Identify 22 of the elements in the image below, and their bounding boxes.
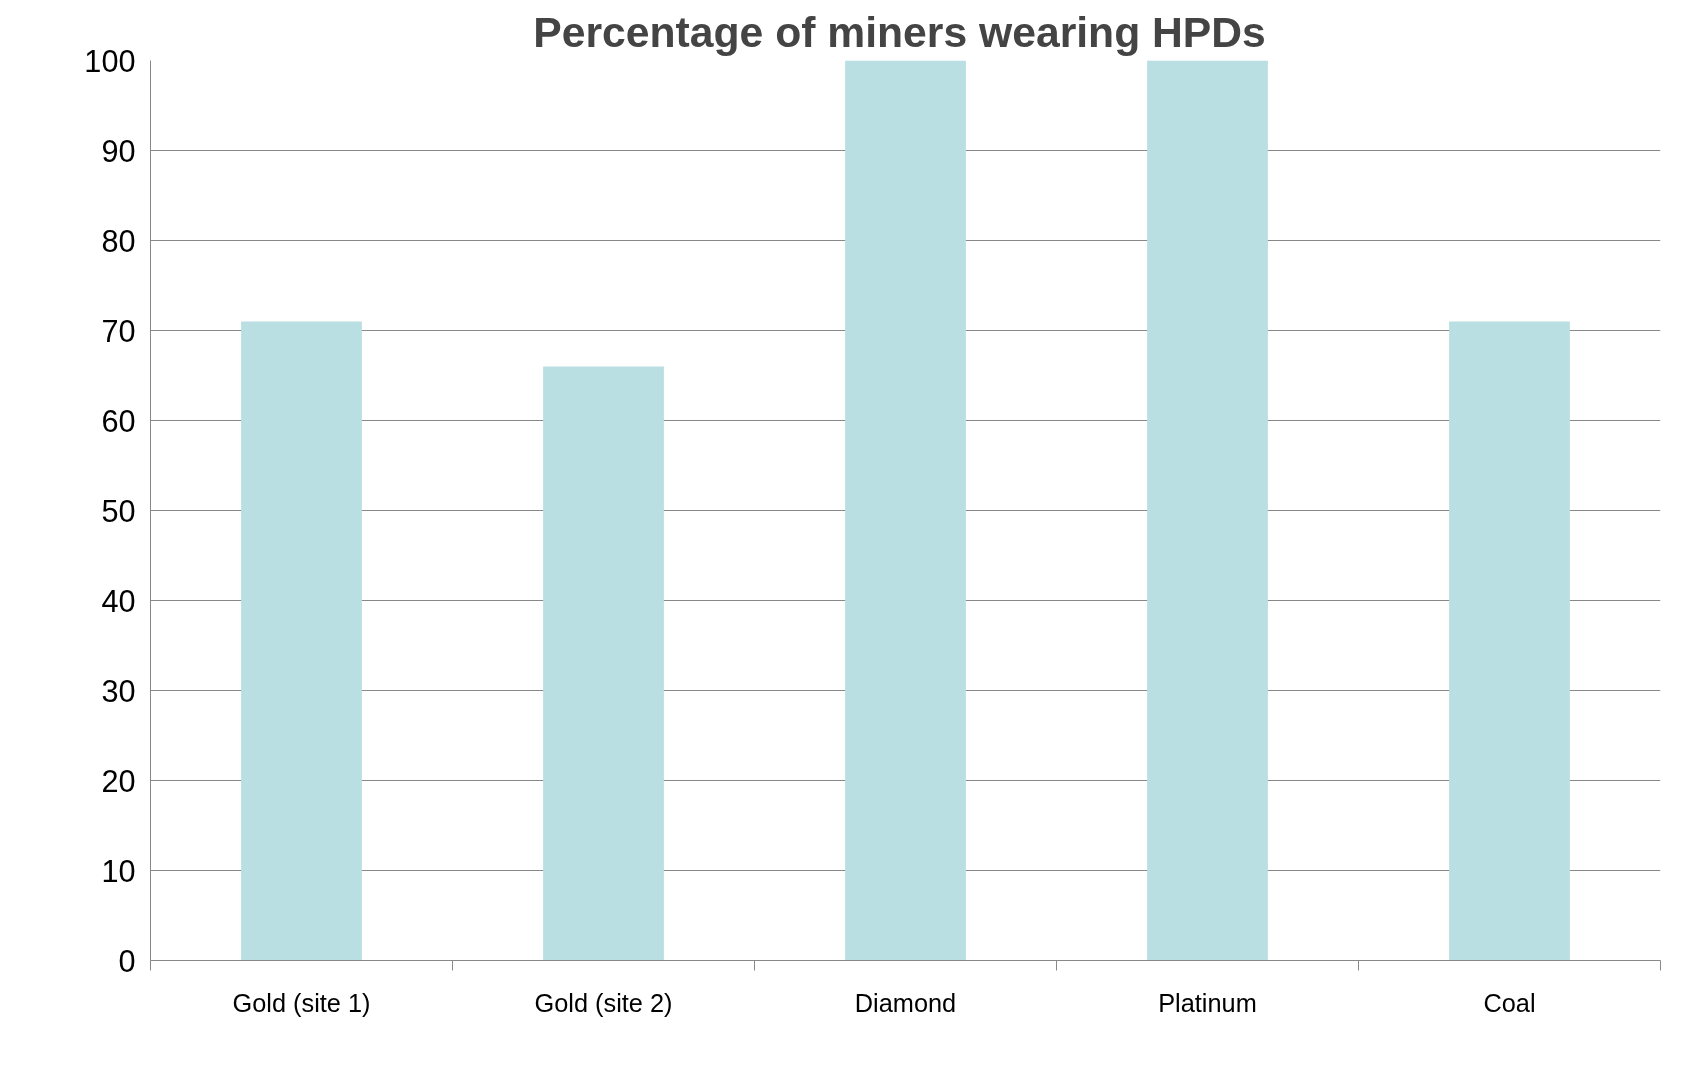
chart-title: Percentage of miners wearing HPDs <box>533 7 1266 56</box>
bar <box>1449 321 1570 961</box>
y-tick-label: 70 <box>101 313 136 348</box>
y-tick-label: 40 <box>101 583 136 618</box>
bar <box>1147 60 1268 961</box>
y-tick-label: 20 <box>101 763 136 798</box>
x-tick-label: Platinum <box>1158 988 1257 1017</box>
bar <box>543 366 664 961</box>
x-tick-label: Gold (site 1) <box>232 988 371 1017</box>
bar <box>241 321 362 961</box>
bar <box>845 60 966 961</box>
y-tick-label: 100 <box>84 43 136 78</box>
y-tick-label: 10 <box>101 853 136 888</box>
x-tick-label: Gold (site 2) <box>534 988 673 1017</box>
y-tick-label: 90 <box>101 133 136 168</box>
y-tick-label: 50 <box>101 493 136 528</box>
y-tick-label: 30 <box>101 673 136 708</box>
x-tick-label: Coal <box>1483 988 1536 1017</box>
y-tick-label: 0 <box>118 943 136 978</box>
x-tick-label: Diamond <box>854 988 957 1017</box>
y-tick-label: 80 <box>101 223 136 258</box>
y-tick-label: 60 <box>101 403 136 438</box>
